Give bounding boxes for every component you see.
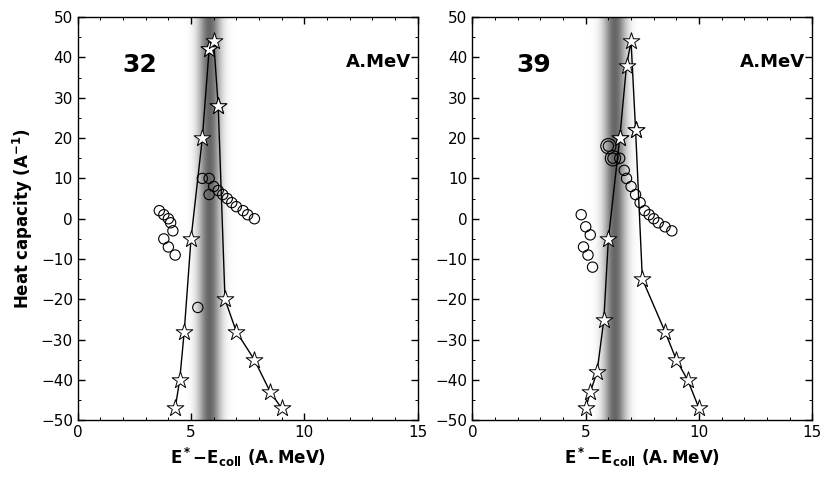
Point [212,102,225,109]
Point [601,235,615,243]
Point [613,134,626,142]
Point [237,207,250,215]
Point [184,235,197,243]
Point [601,142,615,150]
Point [225,199,238,206]
Point [591,368,604,376]
Point [263,388,277,396]
Point [670,356,683,364]
Point [212,187,225,194]
Point [629,126,642,134]
Text: 32: 32 [122,53,157,77]
Point [638,207,651,215]
Point [584,388,597,396]
Point [579,223,592,231]
Point [230,328,243,336]
Point [692,405,706,412]
Text: A.MeV: A.MeV [741,53,806,72]
Point [168,251,182,259]
Point [191,304,204,312]
Point [629,191,642,198]
Point [196,175,209,182]
Point [247,215,261,223]
Point [642,211,656,218]
Point [162,243,175,251]
Point [207,37,221,45]
Point [584,231,597,239]
Point [666,227,679,235]
Point [606,155,620,162]
Point [581,251,595,259]
Point [202,46,216,53]
Point [247,356,261,364]
Point [157,211,171,218]
Point [207,183,221,191]
Point [152,207,166,215]
Point [606,155,620,162]
Point [636,276,649,283]
Point [241,211,254,218]
Point [629,126,642,134]
Point [647,215,661,223]
Point [579,405,592,412]
Point [164,219,177,227]
Point [575,211,588,218]
Point [620,61,633,69]
Point [658,223,671,231]
Point [173,376,187,384]
Point [230,203,243,211]
Point [651,219,665,227]
Point [613,155,626,162]
Text: 39: 39 [516,53,551,77]
Point [216,191,229,198]
Point [586,264,599,271]
Point [168,405,182,412]
Point [613,134,626,142]
Point [202,191,216,198]
Point [202,175,216,182]
Point [576,243,590,251]
Point [601,142,615,150]
Point [633,199,646,206]
Point [167,227,180,235]
Point [196,134,209,142]
Point [218,296,232,303]
X-axis label: $\mathbf{E^*{-}E_{coll}}$ $\mathbf{(A.MeV)}$: $\mathbf{E^*{-}E_{coll}}$ $\mathbf{(A.Me… [564,446,721,469]
Point [202,46,216,53]
Point [212,102,225,109]
Point [617,167,631,174]
Point [681,376,695,384]
Point [625,37,638,45]
Point [658,328,671,336]
Point [597,316,611,324]
Point [221,195,234,203]
X-axis label: $\mathbf{E^*{-}E_{coll}}$ $\mathbf{(A.MeV)}$: $\mathbf{E^*{-}E_{coll}}$ $\mathbf{(A.Me… [170,446,326,469]
Point [157,235,171,243]
Point [162,215,175,223]
Text: A.MeV: A.MeV [346,53,411,72]
Y-axis label: $\mathbf{Heat\ capacity\ (A^{-1})}$: $\mathbf{Heat\ capacity\ (A^{-1})}$ [11,128,35,309]
Point [177,328,191,336]
Point [275,405,288,412]
Point [620,175,633,182]
Point [625,183,638,191]
